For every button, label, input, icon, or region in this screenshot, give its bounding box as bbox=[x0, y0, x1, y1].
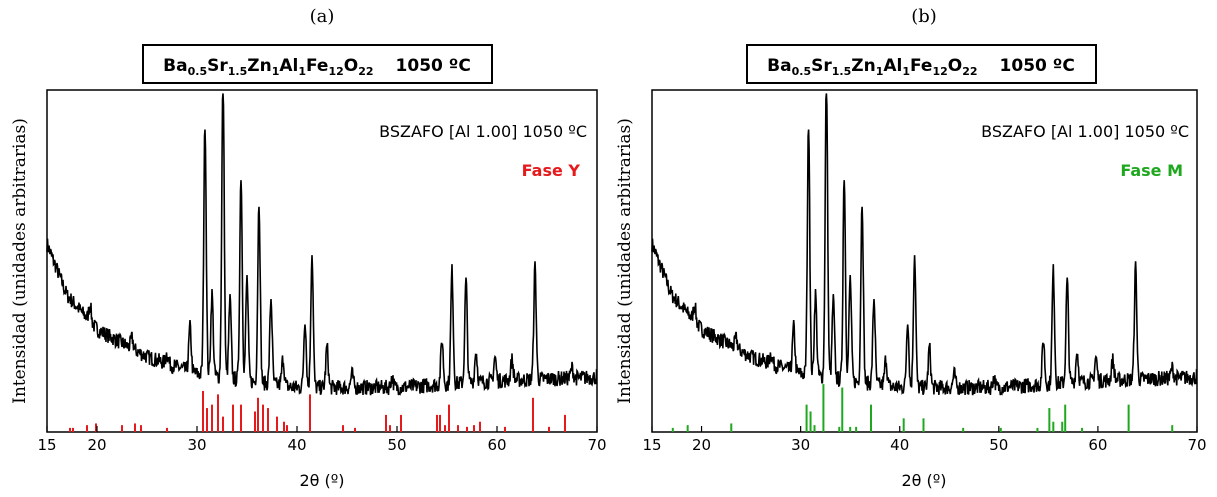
panel-a-y-axis-label: Intensidad (unidades arbitrarias) bbox=[10, 118, 30, 404]
panel-a-pattern-line bbox=[46, 93, 598, 396]
panel-b-sample-label: BSZAFO [Al 1.00] 1050 ºC bbox=[981, 122, 1189, 141]
x-tick-label: 20 bbox=[87, 436, 106, 454]
panel-b-phase-label: Fase M bbox=[1120, 161, 1183, 180]
panel-a-plot: 15 20 30 40 50 60 70 bbox=[37, 89, 607, 454]
x-tick-label: 70 bbox=[1187, 436, 1206, 454]
x-tick-label: 60 bbox=[1088, 436, 1107, 454]
panel-b-title: Ba0.5Sr1.5Zn1Al1Fe12O22 1050 ºC bbox=[767, 56, 1075, 78]
panel-b-pattern-line bbox=[651, 93, 1198, 396]
panel-b-reference-lines bbox=[671, 384, 1174, 432]
panel-b: (b) Ba0.5Sr1.5Zn1Al1Fe12O22 1050 ºC 15 20 3… bbox=[615, 6, 1207, 490]
x-tick-label: 70 bbox=[587, 436, 606, 454]
x-tick-label: 40 bbox=[890, 436, 909, 454]
x-tick-label: 50 bbox=[989, 436, 1008, 454]
x-tick-label: 15 bbox=[642, 436, 661, 454]
panel-a-x-axis-label: 2θ (º) bbox=[299, 471, 344, 490]
panel-b-y-axis-label: Intensidad (unidades arbitrarias) bbox=[615, 118, 635, 404]
panel-b-label: (b) bbox=[911, 6, 937, 27]
panel-a-label: (a) bbox=[310, 6, 335, 27]
panel-a-reference-lines bbox=[69, 390, 566, 432]
x-tick-label: 20 bbox=[692, 436, 711, 454]
panel-a-title-box bbox=[142, 44, 493, 84]
panel-b-x-axis: 15 20 30 40 50 60 70 bbox=[642, 426, 1207, 454]
panel-a-x-axis: 15 20 30 40 50 60 70 bbox=[37, 426, 607, 454]
panel-a-title: Ba0.5Sr1.5Zn1Al1Fe12O22 1050 ºC bbox=[163, 56, 471, 78]
panel-a-sample-label: BSZAFO [Al 1.00] 1050 ºC bbox=[379, 122, 587, 141]
x-tick-label: 60 bbox=[487, 436, 506, 454]
panel-b-x-axis-label: 2θ (º) bbox=[901, 471, 946, 490]
panel-a-phase-label: Fase Y bbox=[522, 161, 581, 180]
x-tick-label: 15 bbox=[37, 436, 56, 454]
x-tick-label: 30 bbox=[791, 436, 810, 454]
x-tick-label: 40 bbox=[287, 436, 306, 454]
x-tick-label: 50 bbox=[387, 436, 406, 454]
panel-a: (a) Ba0.5Sr1.5Zn1Al1Fe12O22 1050 ºC 15 20 3… bbox=[10, 6, 607, 490]
x-tick-label: 30 bbox=[187, 436, 206, 454]
panel-a-frame bbox=[46, 89, 598, 433]
panel-b-title-box bbox=[746, 44, 1097, 84]
panel-b-plot: 15 20 30 40 50 60 70 bbox=[642, 89, 1207, 454]
